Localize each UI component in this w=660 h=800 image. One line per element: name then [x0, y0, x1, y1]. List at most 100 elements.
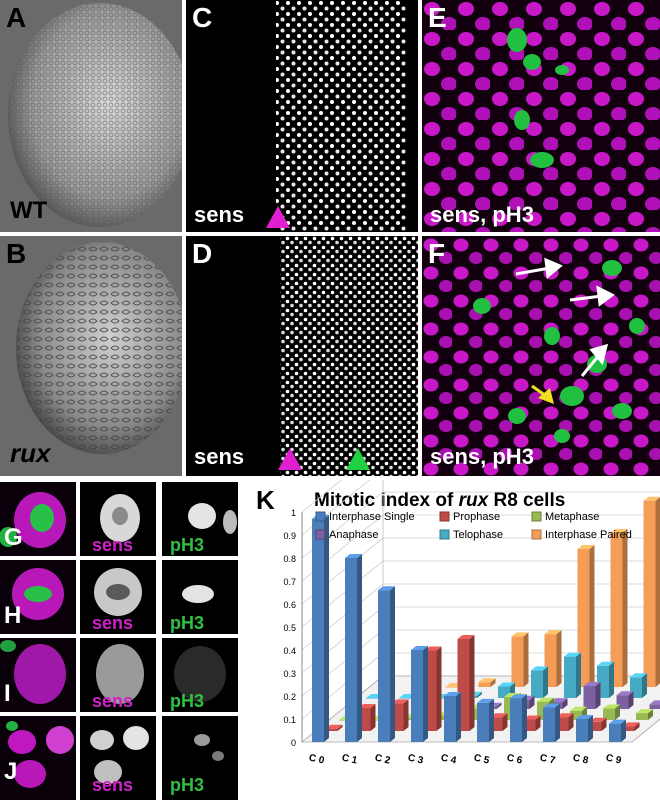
bar [636, 709, 653, 720]
panel-g-merge: G [0, 482, 76, 556]
panel-f-label: F [428, 238, 446, 269]
cell-sens-image [94, 568, 142, 616]
series-interphase-paired [379, 496, 660, 688]
panel-d-caption: sens [194, 444, 245, 469]
white-arrows [515, 257, 615, 377]
category-label: C 0 [308, 753, 326, 767]
y-tick-label: 0.9 [283, 531, 296, 541]
svg-text:Interphase Single: Interphase Single [329, 511, 415, 523]
panel-i-merge: I [0, 638, 76, 712]
panel-h-label: H [4, 602, 22, 629]
svg-text:Metaphase: Metaphase [545, 511, 599, 523]
panel-g-stain2: pH3 [170, 535, 205, 555]
panel-j-sens: sens [80, 716, 156, 800]
y-tick-label: 0.4 [283, 646, 296, 656]
bar [477, 698, 494, 742]
panel-j-stain2: pH3 [170, 775, 205, 795]
legend-entry: Metaphase [531, 511, 599, 523]
panel-i-sens: sens [80, 638, 156, 712]
legend-entry: Telophase [439, 529, 503, 541]
bar [609, 719, 626, 742]
panel-c-label: C [192, 2, 213, 33]
panel-e-label: E [428, 2, 447, 33]
bar [478, 678, 496, 687]
panel-d-sens-staining: D sens [186, 236, 418, 476]
cell-ph3-image [194, 734, 224, 761]
y-tick-label: 1 [291, 508, 296, 518]
panel-j-merge: J [0, 716, 76, 800]
panel-i-label: I [4, 680, 11, 707]
panel-a-caption: WT [10, 197, 48, 224]
bar [312, 514, 329, 742]
cell-sens-image [90, 726, 149, 784]
panel-k-label: K [256, 485, 275, 515]
panel-h-ph3: pH3 [162, 560, 238, 634]
bar [543, 703, 560, 742]
y-tick-label: 0.5 [283, 623, 296, 633]
bar [345, 554, 362, 742]
svg-text:Prophase: Prophase [453, 511, 500, 523]
bar [531, 666, 548, 698]
series-interphase-single [312, 514, 626, 742]
chart-title: Mitotic index of rux R8 cells [314, 490, 565, 512]
cell-merge-image [0, 640, 66, 704]
cell-merge-image [0, 492, 66, 548]
bar [511, 632, 529, 687]
bar [378, 586, 395, 742]
sens-dots-image-c [186, 0, 418, 232]
panel-k-chart: K Mitotic index of rux R8 cells 0 0.1 0.2 0… [244, 480, 660, 800]
cell-merge-image [12, 568, 64, 620]
panel-i-stain2: pH3 [170, 691, 205, 711]
category-label: C 6 [506, 753, 524, 767]
svg-text:Anaphase: Anaphase [329, 529, 379, 541]
bar [603, 704, 620, 720]
y-tick-label: 0.6 [283, 600, 296, 610]
sens-ph3-image-e [422, 0, 660, 232]
category-label: C 8 [572, 753, 590, 767]
y-tick-label: 0.7 [283, 577, 296, 587]
bar [576, 715, 593, 742]
panel-e-caption: sens, pH3 [430, 202, 534, 227]
y-tick-label: 0.1 [283, 715, 296, 725]
y-tick-label: 0.2 [283, 692, 296, 702]
category-label: C 5 [473, 753, 491, 767]
panel-f-caption: sens, pH3 [430, 444, 534, 469]
bar [523, 715, 541, 731]
legend-entry: Prophase [439, 511, 500, 523]
bar [510, 694, 527, 742]
magenta-arrowhead-icon [266, 206, 290, 228]
legend-entry: Interphase Single [315, 511, 415, 523]
panel-c-caption: sens [194, 202, 245, 227]
chart-title-suffix: R8 cells [488, 490, 566, 511]
bar [643, 496, 660, 687]
panel-b-rux-eye-sem: B rux [0, 236, 182, 476]
bar [583, 682, 601, 709]
panel-j-stain1: sens [92, 775, 134, 795]
panel-h-sens: sens [80, 560, 156, 634]
panel-h-merge: H [0, 560, 76, 634]
legend-entry: Anaphase [315, 529, 379, 541]
bar [564, 652, 581, 698]
yellow-arrow [531, 384, 554, 404]
chart-title-prefix: Mitotic index of [314, 490, 459, 511]
svg-text:Telophase: Telophase [453, 529, 503, 541]
category-label: C 1 [341, 753, 359, 767]
panel-j-label: J [4, 758, 18, 785]
category-label: C 7 [539, 753, 557, 767]
bar [610, 528, 628, 687]
panel-g-stain1: sens [92, 535, 134, 555]
wt-eye-image [0, 0, 182, 232]
cell-ph3-image [182, 585, 214, 603]
cell-merge-image [6, 721, 74, 788]
sens-ph3-image-f [422, 236, 660, 476]
panel-d-label: D [192, 238, 213, 269]
panel-a-wt-eye-sem: A WT [0, 0, 182, 232]
panel-c-sens-staining: C sens [186, 0, 418, 232]
rux-eye-image [0, 236, 182, 476]
panel-h-stain1: sens [92, 613, 134, 633]
panel-g-ph3: pH3 [162, 482, 238, 556]
category-label: C 2 [374, 753, 392, 767]
magenta-arrowhead-icon [278, 448, 302, 470]
panel-i-stain1: sens [92, 691, 134, 711]
chart-plot: 0 0.1 0.2 0.3 0.4 0.5 0.6 0.7 0.8 0.9 1 C 0 C 1 C 2 C … [283, 480, 660, 767]
